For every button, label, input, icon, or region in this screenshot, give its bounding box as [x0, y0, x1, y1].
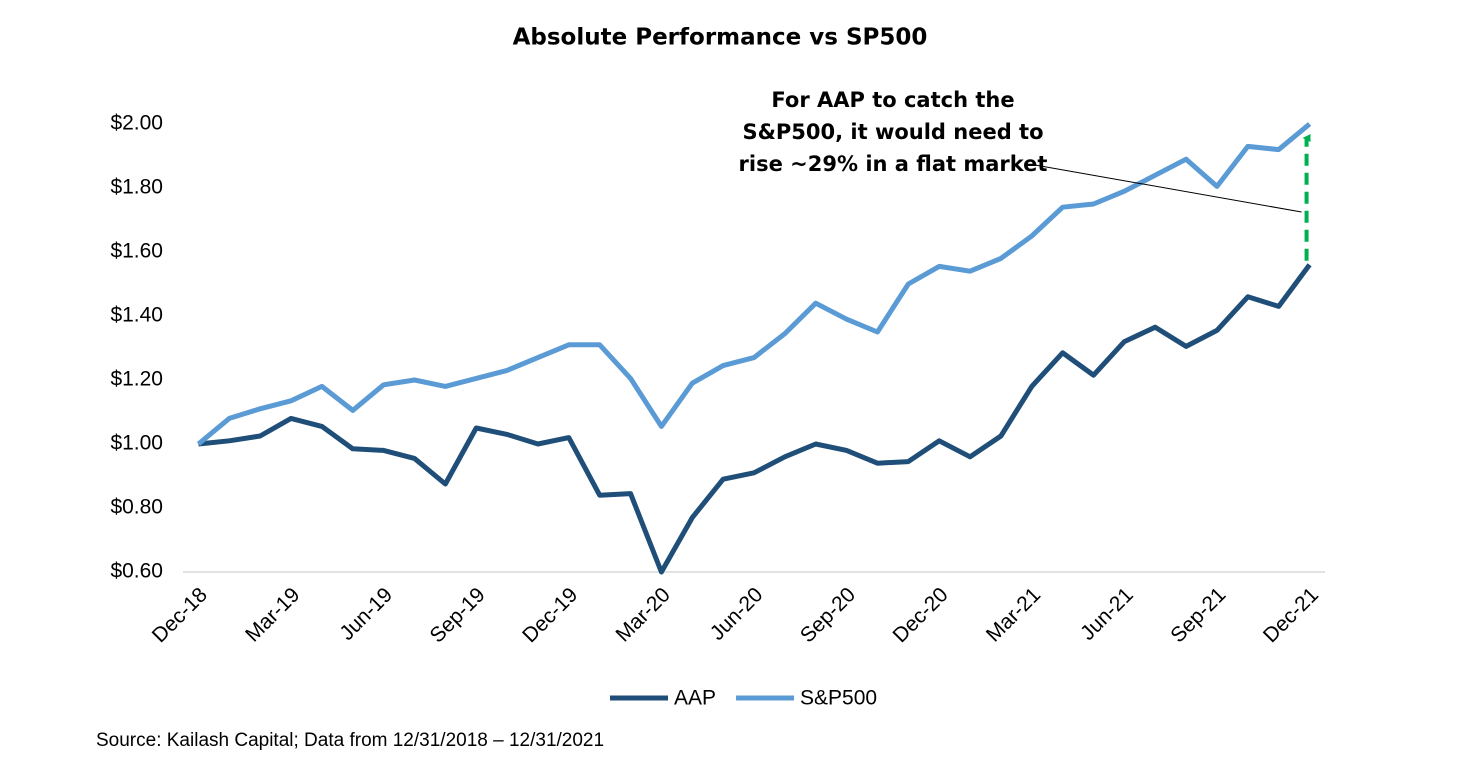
x-tick-label: Dec-20	[889, 583, 953, 647]
leader-line	[1034, 164, 1302, 213]
x-tick-label: Mar-21	[982, 583, 1045, 646]
x-tick-label: Jun-19	[335, 583, 397, 645]
x-tick-label: Sep-20	[796, 583, 860, 647]
x-tick-label: Jun-20	[706, 583, 768, 645]
x-tick-label: Dec-21	[1259, 583, 1323, 647]
annotation: For AAP to catch the	[771, 88, 1014, 112]
x-tick-label: Jun-21	[1076, 583, 1138, 645]
y-tick-label: $0.60	[110, 560, 163, 583]
x-tick-label: Dec-19	[518, 583, 582, 647]
y-tick-label: $1.80	[110, 176, 163, 199]
chart-title: Absolute Performance vs SP500	[513, 25, 928, 51]
x-tick-label: Mar-20	[612, 583, 675, 646]
y-tick-label: $1.60	[110, 240, 163, 263]
y-tick-label: $1.40	[110, 304, 163, 327]
legend-label: S&P500	[800, 687, 877, 710]
source-note: Source: Kailash Capital; Data from 12/31…	[96, 730, 604, 751]
annotation: S&P500, it would need to	[742, 120, 1043, 144]
x-tick-label: Mar-19	[241, 583, 304, 646]
y-tick-label: $0.80	[110, 496, 163, 519]
x-tick-label: Sep-21	[1166, 583, 1230, 647]
y-tick-label: $1.00	[110, 432, 163, 455]
y-tick-label: $1.20	[110, 368, 163, 391]
y-tick-label: $2.00	[110, 112, 163, 135]
legend-label: AAP	[674, 687, 716, 710]
series-line	[198, 263, 1312, 575]
x-tick-label: Dec-18	[148, 583, 212, 647]
annotation: rise ~29% in a flat market	[739, 152, 1048, 176]
x-tick-label: Sep-19	[426, 583, 490, 647]
series-line	[196, 122, 1312, 446]
